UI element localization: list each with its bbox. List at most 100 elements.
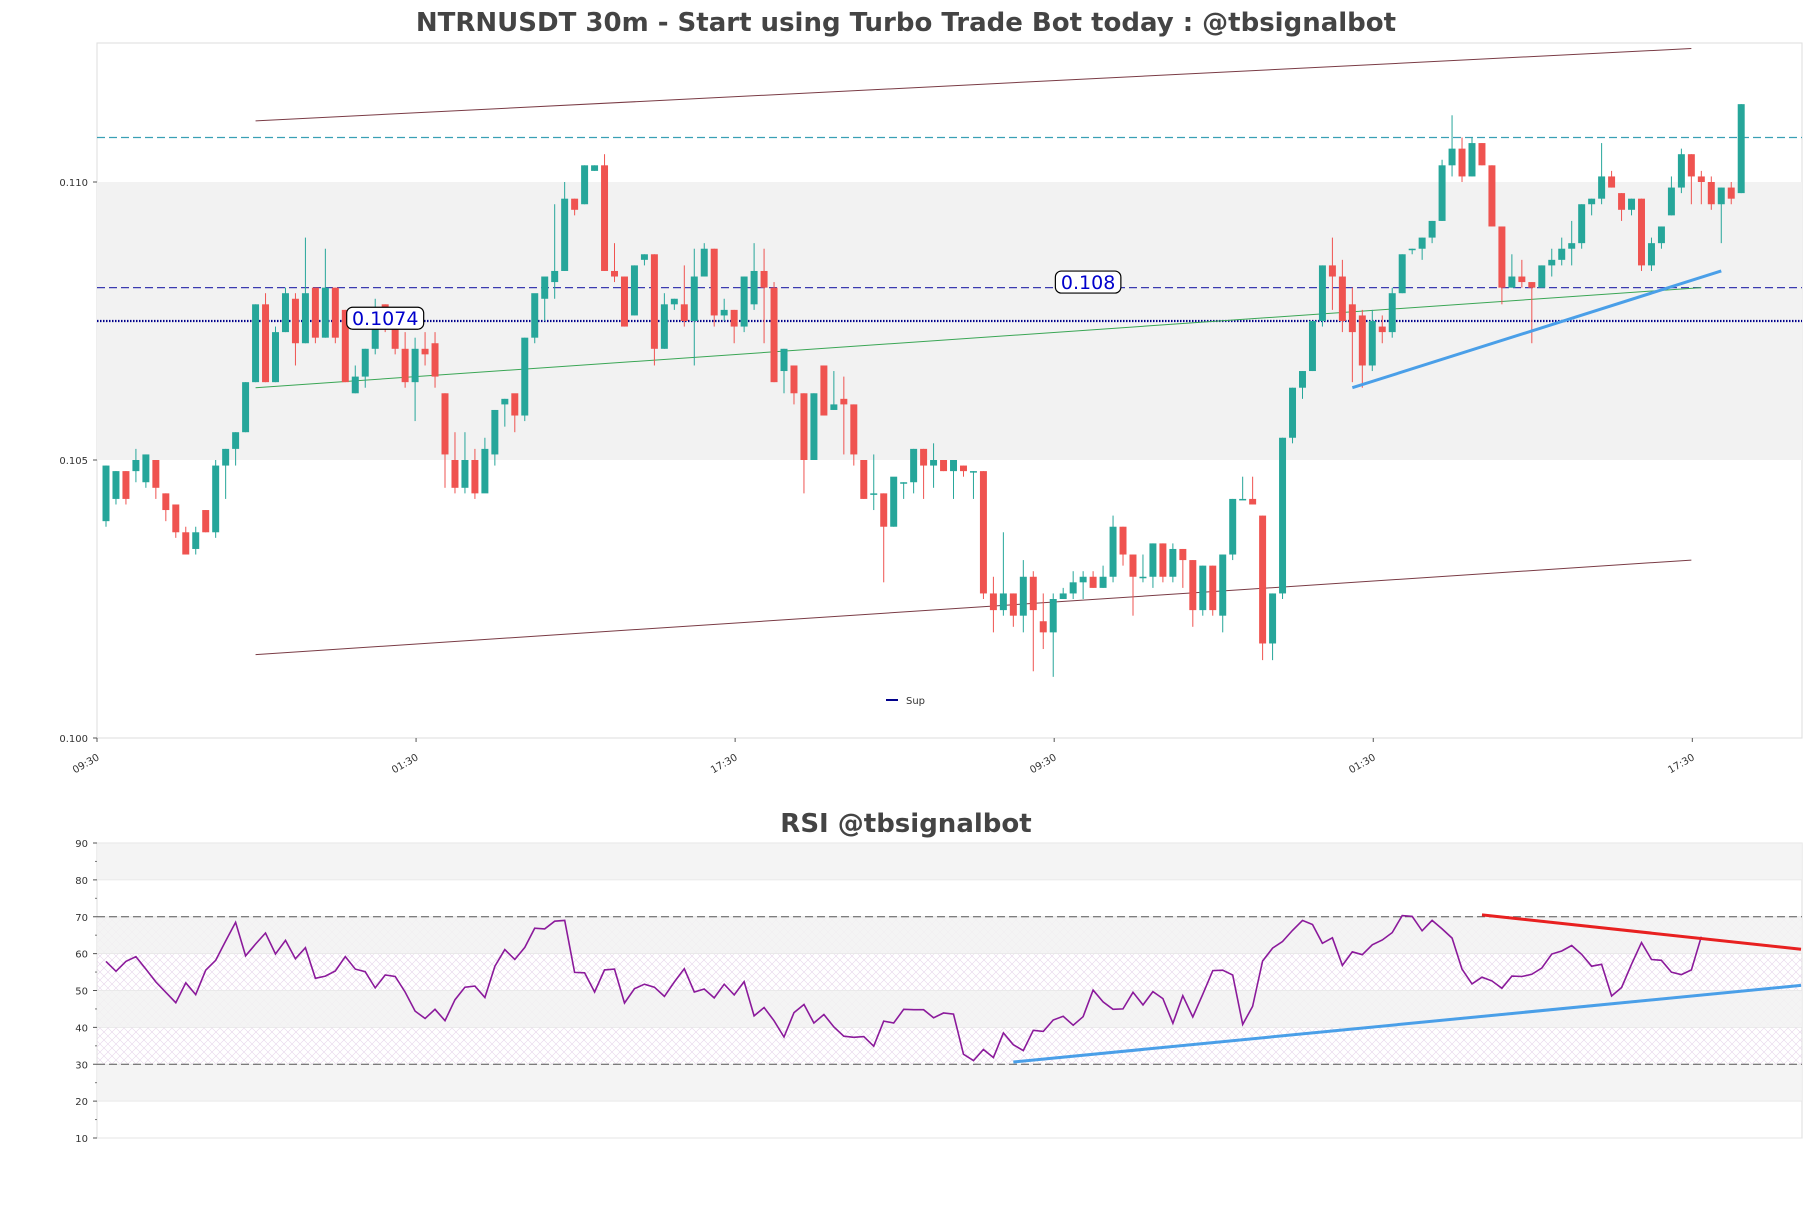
candle <box>1647 237 1655 271</box>
candle-body <box>391 326 399 349</box>
candle-body <box>1458 148 1466 177</box>
candle-body <box>800 393 808 460</box>
candle <box>291 293 299 366</box>
candle-body <box>1259 515 1267 644</box>
candle <box>1009 593 1017 627</box>
candle <box>1089 571 1097 588</box>
x-tick-label: 09:30 <box>71 752 101 776</box>
annotation-label: 0.1074 <box>352 308 418 330</box>
candle <box>461 432 469 494</box>
candle-body <box>1019 576 1027 616</box>
candle-body <box>1299 371 1306 388</box>
candle <box>920 448 928 499</box>
candle-body <box>710 248 718 316</box>
rsi-axis-ticks: 10 20 30 40 50 60 70 80 90 <box>75 839 1802 1145</box>
candle-body <box>780 348 788 372</box>
candle-body <box>301 293 309 344</box>
candle <box>650 254 658 366</box>
candle <box>840 376 848 455</box>
candle <box>501 398 509 427</box>
candle <box>1358 309 1366 388</box>
candle-body <box>212 465 220 533</box>
candle-body <box>1378 326 1386 333</box>
candle-body <box>242 382 250 433</box>
candle-body <box>670 298 678 305</box>
candle-body <box>1239 498 1247 501</box>
candle <box>1368 309 1376 372</box>
candlestick-series <box>102 104 1745 677</box>
candle-body <box>1697 176 1705 182</box>
candle-body <box>1727 187 1735 199</box>
candle-body <box>491 409 499 455</box>
candle-body <box>969 471 977 473</box>
candle <box>1558 237 1566 266</box>
candle <box>182 526 190 555</box>
candle-body <box>750 270 758 305</box>
candle <box>102 465 110 527</box>
candle-body <box>1318 265 1326 321</box>
candle-body <box>1119 526 1127 555</box>
candle-body <box>1657 226 1665 244</box>
candle-body <box>272 332 279 383</box>
candle <box>1628 198 1636 216</box>
regression-midline <box>255 287 1702 389</box>
candle <box>1029 571 1037 672</box>
candle <box>1308 321 1316 372</box>
candle-body <box>142 454 150 483</box>
candle <box>1697 170 1705 205</box>
candle-body <box>1478 143 1486 166</box>
candle <box>969 471 977 499</box>
candle <box>620 276 628 327</box>
candle <box>1508 254 1516 288</box>
candle <box>1169 543 1177 583</box>
candle <box>551 204 559 299</box>
candle-body <box>999 593 1007 611</box>
candle <box>1199 565 1207 616</box>
candle-body <box>471 460 479 494</box>
channel-line <box>255 48 1692 122</box>
candle <box>1069 571 1077 599</box>
candle-body <box>1588 198 1596 205</box>
candle-body <box>1099 576 1107 588</box>
candle <box>1667 176 1675 216</box>
rsi-y-tick-label: 80 <box>75 876 88 887</box>
candle-body <box>1159 543 1167 577</box>
candle-body <box>1548 259 1556 266</box>
candle-body <box>1518 276 1526 283</box>
candle-body <box>1468 143 1476 177</box>
candle <box>262 293 270 383</box>
candle <box>989 576 997 633</box>
candle-body <box>1199 565 1207 611</box>
candle <box>192 526 200 555</box>
price-legend: Sup <box>886 696 925 707</box>
candle <box>1299 371 1306 399</box>
candle <box>1209 565 1217 616</box>
candle-body <box>730 309 738 327</box>
candle <box>670 298 678 310</box>
candle-body <box>770 287 778 383</box>
candle <box>541 276 549 321</box>
candle-body <box>232 432 240 449</box>
candle <box>1049 593 1057 677</box>
candle <box>1059 587 1067 599</box>
candle-body <box>620 276 628 327</box>
candle-body <box>611 270 618 277</box>
candle <box>630 265 638 316</box>
candle-body <box>1328 265 1336 277</box>
candle-body <box>521 337 529 416</box>
candle <box>441 393 449 488</box>
candle-body <box>890 476 898 527</box>
candle <box>1259 515 1267 661</box>
candle <box>232 432 240 466</box>
candle <box>1289 387 1297 444</box>
candle-body <box>989 593 997 611</box>
candle-body <box>252 304 260 383</box>
rsi-y-tick-label: 70 <box>75 913 88 924</box>
candle-body <box>790 365 798 394</box>
candle <box>710 248 718 327</box>
candle <box>471 448 479 499</box>
candle-body <box>1139 576 1147 579</box>
rsi-trendline-red <box>1481 913 1802 951</box>
candle <box>242 382 250 433</box>
candle <box>581 165 589 205</box>
